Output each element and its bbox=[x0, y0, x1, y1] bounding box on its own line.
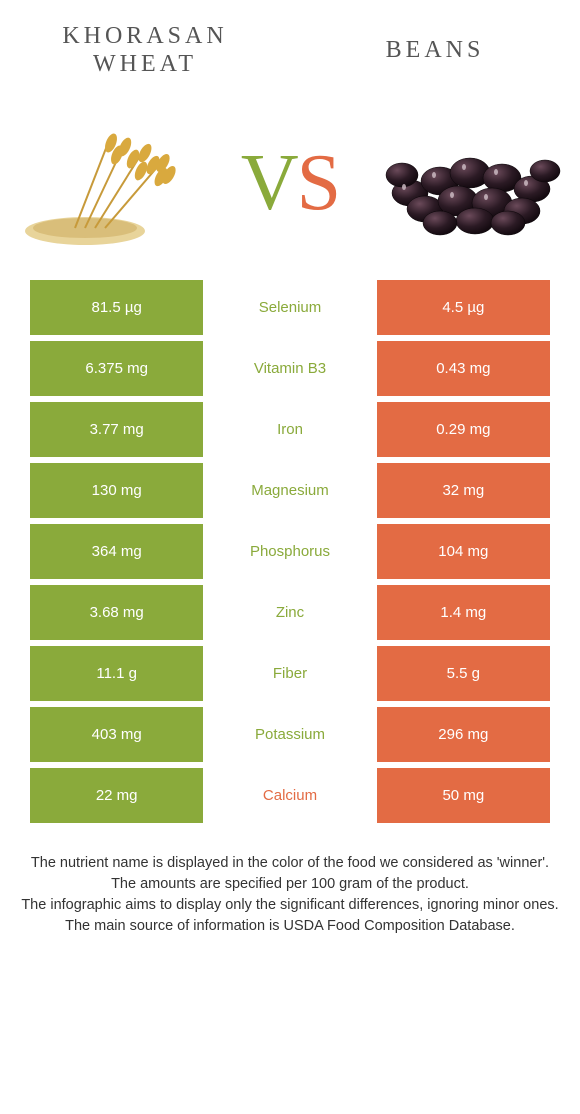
vs-label: VS bbox=[241, 138, 339, 229]
footer-line-3: The infographic aims to display only the… bbox=[18, 895, 562, 916]
table-row: 6.375 mgVitamin B30.43 mg bbox=[30, 341, 550, 396]
left-value: 3.77 mg bbox=[30, 402, 203, 457]
right-image bbox=[370, 113, 570, 253]
nutrient-name: Iron bbox=[203, 402, 376, 457]
wheat-icon bbox=[15, 113, 205, 253]
left-value: 364 mg bbox=[30, 524, 203, 579]
right-value: 0.43 mg bbox=[377, 341, 550, 396]
nutrient-table: 81.5 µgSelenium4.5 µg 6.375 mgVitamin B30… bbox=[30, 280, 550, 823]
table-row: 364 mgPhosphorus104 mg bbox=[30, 524, 550, 579]
hero: VS bbox=[0, 90, 580, 280]
left-value: 81.5 µg bbox=[30, 280, 203, 335]
title-right: Beans bbox=[330, 37, 540, 65]
table-row: 403 mgPotassium296 mg bbox=[30, 707, 550, 762]
nutrient-name: Zinc bbox=[203, 585, 376, 640]
vs-s: S bbox=[297, 139, 340, 227]
table-row: 3.77 mgIron0.29 mg bbox=[30, 402, 550, 457]
nutrient-name: Magnesium bbox=[203, 463, 376, 518]
nutrient-name: Calcium bbox=[203, 768, 376, 823]
footer-notes: The nutrient name is displayed in the co… bbox=[18, 853, 562, 937]
right-value: 0.29 mg bbox=[377, 402, 550, 457]
title-left: Khorasan wheat bbox=[40, 23, 250, 78]
table-row: 3.68 mgZinc1.4 mg bbox=[30, 585, 550, 640]
left-value: 3.68 mg bbox=[30, 585, 203, 640]
left-value: 403 mg bbox=[30, 707, 203, 762]
nutrient-name: Vitamin B3 bbox=[203, 341, 376, 396]
left-value: 6.375 mg bbox=[30, 341, 203, 396]
right-value: 50 mg bbox=[377, 768, 550, 823]
right-value: 104 mg bbox=[377, 524, 550, 579]
left-image bbox=[10, 113, 210, 253]
footer-line-1: The nutrient name is displayed in the co… bbox=[18, 853, 562, 874]
nutrient-name: Potassium bbox=[203, 707, 376, 762]
table-row: 22 mgCalcium50 mg bbox=[30, 768, 550, 823]
footer-line-2: The amounts are specified per 100 gram o… bbox=[18, 874, 562, 895]
table-row: 130 mgMagnesium32 mg bbox=[30, 463, 550, 518]
left-value: 130 mg bbox=[30, 463, 203, 518]
table-row: 81.5 µgSelenium4.5 µg bbox=[30, 280, 550, 335]
right-value: 296 mg bbox=[377, 707, 550, 762]
footer-line-4: The main source of information is USDA F… bbox=[18, 916, 562, 937]
left-value: 11.1 g bbox=[30, 646, 203, 701]
right-value: 1.4 mg bbox=[377, 585, 550, 640]
vs-v: V bbox=[241, 139, 297, 227]
nutrient-name: Selenium bbox=[203, 280, 376, 335]
table-row: 11.1 gFiber5.5 g bbox=[30, 646, 550, 701]
nutrient-name: Fiber bbox=[203, 646, 376, 701]
right-value: 32 mg bbox=[377, 463, 550, 518]
header: Khorasan wheat Beans bbox=[0, 0, 580, 90]
right-value: 4.5 µg bbox=[377, 280, 550, 335]
nutrient-name: Phosphorus bbox=[203, 524, 376, 579]
beans-icon bbox=[370, 123, 570, 243]
right-value: 5.5 g bbox=[377, 646, 550, 701]
left-value: 22 mg bbox=[30, 768, 203, 823]
